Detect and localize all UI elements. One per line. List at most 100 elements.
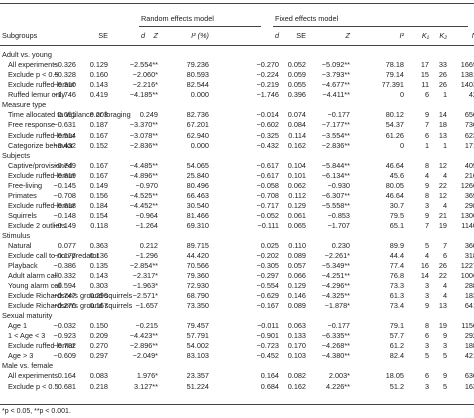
cell-k1: 5 — [424, 240, 429, 250]
cell-n: 636 — [464, 371, 474, 381]
cell-f-d: 0.164 — [260, 371, 279, 381]
col-n: N — [472, 32, 474, 40]
cell-n: 1227 — [460, 261, 474, 271]
cell-r-i2: 81.466 — [186, 210, 209, 220]
cell-n: 1669 — [460, 60, 474, 70]
row-label: Young alarm call — [8, 281, 62, 291]
cell-n: 318 — [464, 251, 474, 260]
cell-r-d: 0.051 — [57, 110, 76, 120]
cell-r-z: −2.216* — [132, 80, 158, 90]
cell-k1: 3 — [424, 281, 429, 291]
cell-f-i2: 79.5 — [389, 210, 404, 220]
cell-f-i2: 82.4 — [389, 351, 404, 361]
cell-r-z: −2.896** — [129, 341, 158, 351]
cell-f-se: 0.114 — [288, 130, 306, 140]
cell-f-se: 0.103 — [287, 351, 306, 361]
cell-r-se: 0.118 — [90, 220, 108, 230]
cell-f-z: −6.134** — [321, 170, 350, 180]
cell-r-z: −2.317* — [132, 271, 158, 281]
cell-r-i2: 25.840 — [186, 170, 209, 180]
row-label: Free response — [8, 120, 56, 130]
cell-k2: 33 — [438, 60, 447, 70]
cell-f-i2: 73.3 — [389, 281, 404, 291]
cell-f-d: −0.202 — [256, 251, 279, 260]
cell-f-se: 0.104 — [287, 160, 306, 170]
cell-r-z: 1.976* — [136, 371, 158, 381]
row-label: Exclude p < 0.5 — [8, 70, 59, 80]
rule-bottom — [0, 404, 474, 405]
cell-f-z: −4.268** — [321, 341, 350, 351]
cell-f-se: 0.110 — [288, 240, 306, 250]
cell-f-se: 0.082 — [287, 371, 306, 381]
cell-f-z: −5.092** — [321, 60, 350, 70]
cell-r-z: −2.060* — [132, 70, 158, 80]
cell-f-i2: 80.12 — [385, 110, 404, 120]
cell-r-z: −3.370** — [129, 120, 158, 130]
cell-n: 1260 — [460, 180, 474, 190]
table-row: Captive/provisioned −0.749 0.167 −4.485** 54… — [0, 160, 474, 172]
cell-k2: 1 — [442, 140, 447, 150]
cell-r-i2: 54.002 — [186, 341, 209, 351]
rule-top — [0, 3, 474, 4]
cell-r-i2: 79.360 — [186, 271, 209, 281]
cell-k2: 5 — [442, 351, 447, 361]
cell-r-d: −0.177 — [53, 251, 76, 260]
cell-f-se: 0.063 — [287, 321, 306, 331]
cell-k2: 18 — [438, 120, 447, 130]
rule-group — [139, 26, 261, 27]
cell-f-d: 0.684 — [260, 381, 279, 391]
cell-n: 42 — [468, 90, 474, 100]
table-row: Age > 3 −0.609 0.297 −2.049* 83.103 −0.452 0.1… — [0, 352, 474, 362]
cell-k2: 6 — [442, 251, 447, 260]
cell-r-z: −0.964 — [135, 210, 158, 220]
cell-k1: 7 — [424, 220, 429, 230]
row-label: All experiments — [8, 60, 58, 70]
table-row: Exclude 2 outliers −0.149 0.118 −1.264 69.31… — [0, 222, 474, 232]
cell-r-se: 0.136 — [89, 251, 108, 260]
cell-r-z: −4.485** — [129, 160, 158, 170]
row-label: Exclude p < 0.5 — [8, 381, 59, 391]
cell-f-d: −0.723 — [256, 341, 279, 351]
cell-r-i2: 0.000 — [190, 140, 209, 150]
cell-r-se: 0.135 — [89, 261, 108, 271]
cell-r-d: −0.328 — [53, 70, 76, 80]
cell-f-z: −4.296** — [321, 281, 350, 291]
cell-r-d: −0.749 — [53, 160, 76, 170]
cell-k2: 14 — [438, 110, 447, 120]
row-label: Exclude ruffed lemur — [8, 200, 75, 210]
cell-r-i2: 57.791 — [186, 331, 209, 341]
cell-r-se: 0.419 — [89, 90, 108, 100]
cell-f-z: −5.558** — [321, 200, 350, 210]
cell-r-d: −0.276 — [53, 301, 76, 311]
cell-f-se: 0.101 — [287, 170, 306, 180]
cell-f-i2: 78.18 — [385, 60, 404, 70]
cell-k2: 26 — [438, 261, 447, 271]
cell-f-se: 0.129 — [287, 200, 306, 210]
cell-r-z: 0.249 — [139, 110, 158, 120]
cell-k1: 16 — [420, 261, 429, 271]
cell-r-i2: 66.463 — [186, 190, 209, 200]
cell-r-d: −0.332 — [53, 271, 76, 281]
cell-r-se: 0.167 — [89, 301, 108, 311]
cell-f-i2: 30.7 — [389, 200, 404, 210]
table-row: Adult alarm call −0.332 0.143 −2.317* 79.360… — [0, 272, 474, 282]
col-f-i2: I² — [399, 31, 404, 40]
cell-r-d: 0.164 — [57, 371, 76, 381]
table-row: Natural 0.077 0.363 0.212 89.715 0.025 0.110 0.… — [0, 242, 474, 252]
row-label: Squirrels — [8, 210, 37, 220]
cell-k1: 3 — [424, 381, 429, 391]
cell-r-se: 0.167 — [89, 170, 108, 180]
table-row: Age 1 −0.032 0.150 −0.215 79.457 −0.011 0.063 −… — [0, 322, 474, 332]
cell-r-d: −0.386 — [53, 261, 76, 271]
cell-f-i2: 61.2 — [389, 341, 404, 351]
cell-r-se: 0.143 — [89, 80, 108, 90]
cell-f-d: −0.270 — [256, 60, 279, 70]
cell-f-se: 0.059 — [287, 70, 306, 80]
cell-f-i2: 65.1 — [389, 220, 404, 230]
cell-r-i2: 72.930 — [186, 281, 209, 291]
group-header-fixed: Fixed effects model — [275, 13, 339, 23]
cell-r-d: −0.782 — [53, 341, 76, 351]
row-label: Captive/provisioned — [8, 160, 73, 170]
